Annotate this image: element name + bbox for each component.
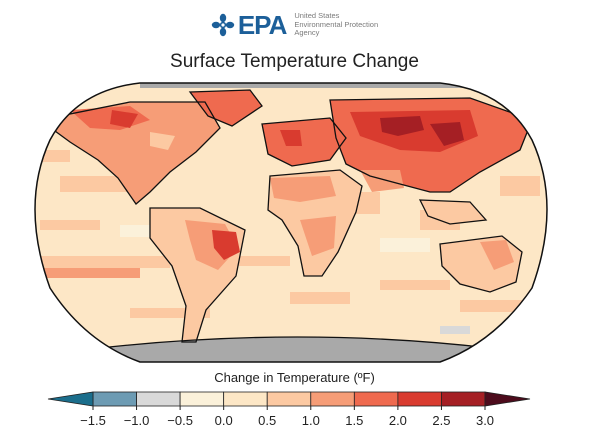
world-map-svg xyxy=(34,82,548,363)
map-title: Surface Temperature Change xyxy=(170,51,419,72)
epa-logo[interactable]: EPA United States Environmental Protecti… xyxy=(211,12,378,38)
agency-name: United States Environmental Protection A… xyxy=(294,12,378,38)
header: EPA United States Environmental Protecti… xyxy=(0,12,589,38)
colorbar-bin-5 xyxy=(310,391,355,407)
colorbar-bin-1 xyxy=(136,391,181,407)
agency-line-3: Agency xyxy=(294,28,320,38)
colorbar-bin-3 xyxy=(223,391,268,407)
colorbar-tick-label: 3.0 xyxy=(475,413,495,428)
colorbar xyxy=(47,391,531,410)
colorbar-bin-7 xyxy=(397,391,442,407)
globe-outline xyxy=(34,82,548,363)
colorbar-bin-6 xyxy=(353,391,399,407)
colorbar-tick-label: −1.5 xyxy=(80,413,106,428)
colorbar-extend-high xyxy=(484,391,531,407)
colorbar-extend-low xyxy=(47,391,94,407)
temperature-map xyxy=(0,80,589,375)
agency-line-2: Environmental Protection xyxy=(294,19,379,29)
epa-wordmark: EPA xyxy=(237,10,288,40)
colorbar-tick-label: 2.0 xyxy=(388,413,407,428)
colorbar-tick-label: −1.0 xyxy=(123,413,150,428)
colorbar-tick-label: 2.5 xyxy=(432,413,451,428)
epa-flower-icon xyxy=(211,13,235,37)
colorbar-bin-4 xyxy=(266,391,312,407)
colorbar-tick-label: 0.5 xyxy=(258,413,277,428)
colorbar-bin-0 xyxy=(92,391,137,407)
agency-line-1: United States xyxy=(294,11,340,21)
colorbar-tick-label: −0.5 xyxy=(167,413,193,428)
colorbar-tick-label: 1.5 xyxy=(345,413,364,428)
colorbar-bin-2 xyxy=(179,391,225,407)
map-field xyxy=(35,83,547,362)
colorbar-bin-8 xyxy=(441,391,486,407)
colorbar-tick-label: 1.0 xyxy=(301,413,320,428)
legend-title: Change in Temperature (ºF) xyxy=(214,370,375,385)
colorbar-tick-label: 0.0 xyxy=(214,413,233,428)
